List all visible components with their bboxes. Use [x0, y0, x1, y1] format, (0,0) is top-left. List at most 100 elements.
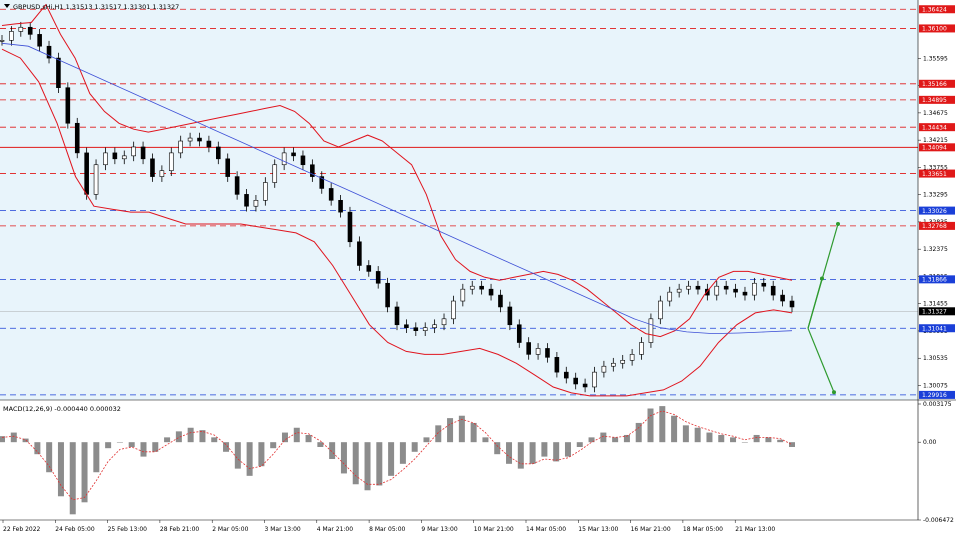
macd-bar: [659, 406, 666, 443]
candle-body: [394, 306, 400, 326]
macd-bar: [741, 442, 748, 443]
candle-body: [789, 300, 795, 308]
macd-bar: [69, 442, 76, 515]
x-tick-label: 9 Mar 13:00: [421, 526, 457, 533]
candle-body: [244, 194, 249, 207]
projection-arrow-head: [832, 390, 836, 395]
macd-signal-line: [1, 410, 793, 501]
macd-bar: [447, 418, 454, 443]
macd-bar: [246, 442, 253, 476]
y-tick-label: 1.31455: [923, 301, 948, 308]
macd-bar: [388, 442, 395, 476]
macd-bar: [329, 442, 336, 460]
price-panel[interactable]: [0, 0, 918, 400]
macd-y-tick-label: 0.003175: [923, 401, 952, 408]
candle-body: [516, 324, 522, 343]
macd-bar: [730, 437, 737, 443]
macd-bar: [317, 442, 324, 447]
candle-body: [65, 87, 71, 124]
macd-bar: [293, 427, 300, 443]
level-label: 1.32768: [922, 223, 947, 230]
x-tick-label: 14 Mar 05:00: [526, 526, 566, 533]
candle-body: [422, 327, 428, 331]
level-label: 1.36100: [922, 26, 947, 33]
macd-bar: [352, 442, 359, 485]
candle-body: [234, 176, 240, 195]
candle-body: [366, 265, 372, 272]
candle-body: [582, 383, 588, 388]
macd-bar: [623, 434, 630, 443]
y-tick-label: 1.30075: [923, 382, 948, 389]
macd-bar: [612, 437, 619, 443]
candle-body: [601, 365, 607, 373]
candle-body: [441, 318, 447, 326]
candle-body: [338, 199, 343, 213]
macd-bar: [564, 442, 571, 457]
macd-bar: [93, 442, 100, 473]
bollinger-upper-line: [1, 3, 793, 338]
candle-body: [140, 146, 146, 160]
macd-bar: [0, 436, 5, 443]
level-label-box: [919, 206, 955, 215]
macd-bar: [81, 442, 88, 503]
candle-body: [714, 285, 720, 296]
macd-bar: [211, 437, 218, 443]
level-label: 1.33026: [922, 208, 947, 215]
macd-bar: [588, 437, 595, 443]
macd-bar: [529, 442, 536, 464]
level-label-box: [919, 24, 955, 33]
candle-body: [733, 288, 738, 293]
y-tick-label: 1.35595: [923, 55, 948, 62]
dropdown-triangle-icon: [4, 4, 10, 8]
macd-bar: [635, 422, 642, 443]
candle-body: [432, 324, 437, 329]
candle-body: [310, 164, 315, 177]
candle-body: [347, 211, 353, 243]
x-tick-label: 3 Mar 13:00: [265, 526, 301, 533]
candle-body: [723, 285, 729, 290]
current-price-label: 1.31327: [922, 309, 947, 316]
macd-bar: [364, 442, 371, 491]
macd-bar: [600, 432, 607, 443]
level-label-box: [919, 5, 955, 14]
level-label: 1.31041: [922, 326, 947, 333]
macd-bar: [435, 425, 442, 443]
candle-body: [178, 140, 183, 154]
moving-average-line: [1, 42, 793, 335]
level-label-box: [919, 275, 955, 284]
macd-bar: [57, 442, 64, 497]
x-tick-label: 4 Mar 21:00: [317, 526, 353, 533]
candle-body: [112, 152, 118, 160]
level-label: 1.33651: [922, 171, 947, 178]
macd-bar: [517, 442, 524, 469]
candle-body: [263, 182, 268, 201]
level-label: 1.36424: [922, 7, 947, 14]
macd-bar: [458, 415, 465, 443]
macd-panel[interactable]: [0, 404, 918, 520]
current-price-box: [919, 307, 955, 316]
x-tick-label: 10 Mar 21:00: [474, 526, 514, 533]
candle-body: [629, 354, 635, 361]
level-label-box: [919, 169, 955, 178]
candle-body: [328, 188, 334, 201]
price-plot-area: [0, 0, 918, 400]
level-label-box: [919, 123, 955, 132]
macd-bar: [671, 415, 678, 443]
macd-bar: [706, 432, 713, 443]
macd-bar: [128, 442, 135, 447]
candle-body: [319, 176, 325, 189]
y-tick-label: 1.30535: [923, 355, 948, 362]
candle-body: [103, 152, 108, 166]
macd-bar: [305, 434, 312, 443]
macd-bar: [340, 442, 347, 474]
x-tick-label: 22 Feb 2022: [3, 526, 41, 533]
macd-bar: [718, 434, 725, 443]
level-label-box: [919, 324, 955, 333]
macd-bar: [553, 442, 560, 462]
x-tick-label: 15 Mar 13:00: [578, 526, 618, 533]
candle-body: [27, 26, 33, 35]
level-label-box: [919, 143, 955, 152]
candle-body: [375, 271, 381, 284]
level-label: 1.35166: [922, 81, 947, 88]
